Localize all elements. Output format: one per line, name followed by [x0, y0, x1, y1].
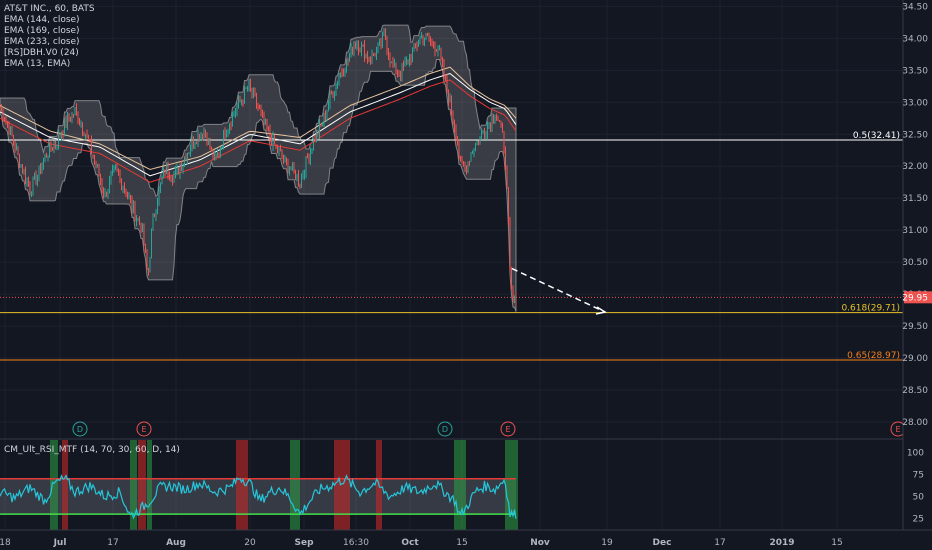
rsi-red-1 — [138, 440, 146, 530]
price-axis-bg — [903, 0, 932, 550]
rsi-green-2 — [147, 440, 152, 530]
time-tick-5: Sep — [294, 538, 314, 548]
rsi-tick-0: 100 — [907, 448, 924, 458]
rsi-tick-2: 50 — [913, 492, 925, 502]
level-label-2: 0.65(28.97) — [847, 351, 900, 361]
rsi-green-1 — [130, 440, 137, 530]
legend-ema-233: EMA (233, close) — [4, 37, 80, 47]
price-series — [1, 28, 517, 307]
time-tick-11: Dec — [653, 538, 672, 548]
rsi-red-3 — [334, 440, 350, 530]
legend-dbh: [RS]DBH.V0 (24) — [4, 48, 79, 58]
price-tick-7: 31.00 — [902, 226, 928, 236]
time-axis-bg — [0, 530, 932, 550]
event-circle-2 — [437, 421, 453, 437]
time-tick-9: Nov — [530, 538, 550, 548]
dbh-band — [0, 24, 517, 312]
event-circle-3 — [500, 421, 516, 437]
price-tick-12: 28.50 — [902, 386, 928, 396]
price-tick-3: 33.00 — [902, 98, 928, 108]
time-tick-12: 17 — [714, 538, 725, 548]
level-label-1: 0.618(29.71) — [841, 304, 900, 314]
fib-levels: 0.5(32.41) 0.618(29.71) 0.65(28.97) — [0, 131, 903, 361]
rsi-tick-3: 25 — [913, 515, 924, 525]
time-tick-6: 16:30 — [343, 538, 369, 548]
current-price-label: 29.95 — [902, 293, 928, 303]
event-circle-1 — [136, 421, 152, 437]
time-tick-1: Jul — [53, 538, 67, 548]
event-label-4: E — [895, 425, 900, 434]
rsi-green-0 — [50, 440, 58, 530]
time-tick-4: 20 — [244, 538, 256, 548]
event-label-0: D — [77, 425, 83, 434]
rsi-pane — [0, 440, 518, 530]
legend-ema-144: EMA (144, close) — [4, 15, 80, 25]
time-tick-0: 18 — [0, 538, 11, 548]
rsi-green-5 — [505, 440, 518, 530]
ema-line-2 — [0, 79, 517, 183]
level-label-0: 0.5(32.41) — [853, 131, 900, 141]
rsi-tick-1: 75 — [913, 470, 924, 480]
rsi-red-0 — [62, 440, 68, 530]
chart-legend: AT&T INC., 60, BATS EMA (144, close) EMA… — [4, 4, 95, 70]
dbh-channel — [0, 24, 517, 312]
ema-lines — [0, 66, 517, 183]
rsi-red-2 — [236, 440, 248, 530]
ema-line-0 — [0, 66, 517, 170]
rsi-legend: CM_Ult_RSI_MTF (14, 70, 30, 60, D, 14) — [4, 445, 180, 455]
event-label-1: E — [141, 425, 146, 434]
projection-line — [511, 267, 606, 313]
time-tick-14: 15 — [831, 538, 842, 548]
price-tick-8: 30.50 — [902, 258, 928, 268]
event-label-2: D — [442, 425, 448, 434]
price-tick-11: 29.00 — [902, 354, 928, 364]
event-marker-2[interactable]: D — [437, 421, 453, 437]
event-circle-0 — [72, 421, 88, 437]
price-tick-1: 34.00 — [902, 34, 928, 44]
rsi-line — [0, 473, 517, 520]
projection-arrowhead — [595, 306, 607, 315]
chart-title: AT&T INC., 60, BATS — [4, 4, 95, 14]
time-tick-2: 17 — [107, 538, 118, 548]
time-tick-8: 15 — [456, 538, 467, 548]
price-tick-4: 32.50 — [902, 130, 928, 140]
event-marker-3[interactable]: E — [500, 421, 516, 437]
ema-line-1 — [0, 72, 517, 177]
event-marker-1[interactable]: E — [136, 421, 152, 437]
price-tick-5: 32.00 — [902, 162, 928, 172]
current-price-tag — [904, 291, 932, 304]
rsi-green-4 — [454, 440, 466, 530]
time-tick-13: 2019 — [769, 538, 794, 548]
legend-ema-13: EMA (13, EMA) — [4, 59, 71, 69]
event-marker-0[interactable]: D — [72, 421, 88, 437]
price-tick-0: 34.50 — [902, 2, 928, 12]
time-tick-7: Oct — [401, 538, 419, 548]
price-tick-6: 31.50 — [902, 194, 928, 204]
rsi-green-3 — [290, 440, 300, 530]
time-tick-10: 19 — [601, 538, 613, 548]
price-tick-10: 29.50 — [902, 322, 928, 332]
legend-ema-169: EMA (169, close) — [4, 26, 80, 36]
price-tick-13: 28.00 — [902, 418, 928, 428]
event-label-3: E — [505, 425, 510, 434]
projection-arrow — [511, 267, 607, 315]
time-tick-3: Aug — [166, 538, 186, 548]
price-tick-2: 33.50 — [902, 66, 928, 76]
